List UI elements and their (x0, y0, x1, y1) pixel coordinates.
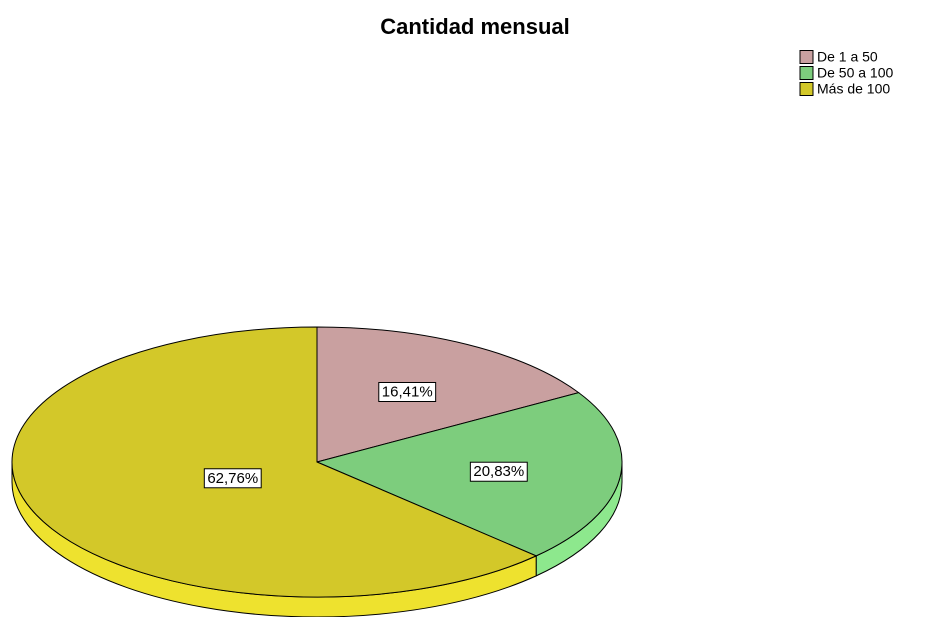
legend-label: Más de 100 (817, 81, 890, 97)
value-labels: 16,41% 20,83% 62,76% (203, 381, 528, 489)
legend-swatch (799, 50, 814, 64)
chart-title: Cantidad mensual (380, 14, 569, 39)
legend-label: De 1 a 50 (817, 49, 878, 65)
legend-swatch (799, 82, 814, 96)
value-label: 62,76% (203, 468, 262, 489)
legend-label: De 50 a 100 (817, 65, 893, 81)
pie-slice (315, 392, 623, 557)
value-label-text: 16,41% (382, 383, 433, 400)
pie-slice (316, 326, 580, 463)
value-label-box (378, 381, 437, 402)
value-label: 16,41% (378, 381, 437, 402)
value-label-text: 62,76% (207, 470, 258, 487)
value-label: 20,83% (469, 461, 528, 482)
value-label-box (469, 461, 528, 482)
pie-slice (11, 326, 538, 598)
value-label-text: 20,83% (473, 463, 524, 480)
legend-swatch (799, 66, 814, 80)
pie-tops (11, 326, 623, 598)
value-label-box (203, 468, 262, 489)
